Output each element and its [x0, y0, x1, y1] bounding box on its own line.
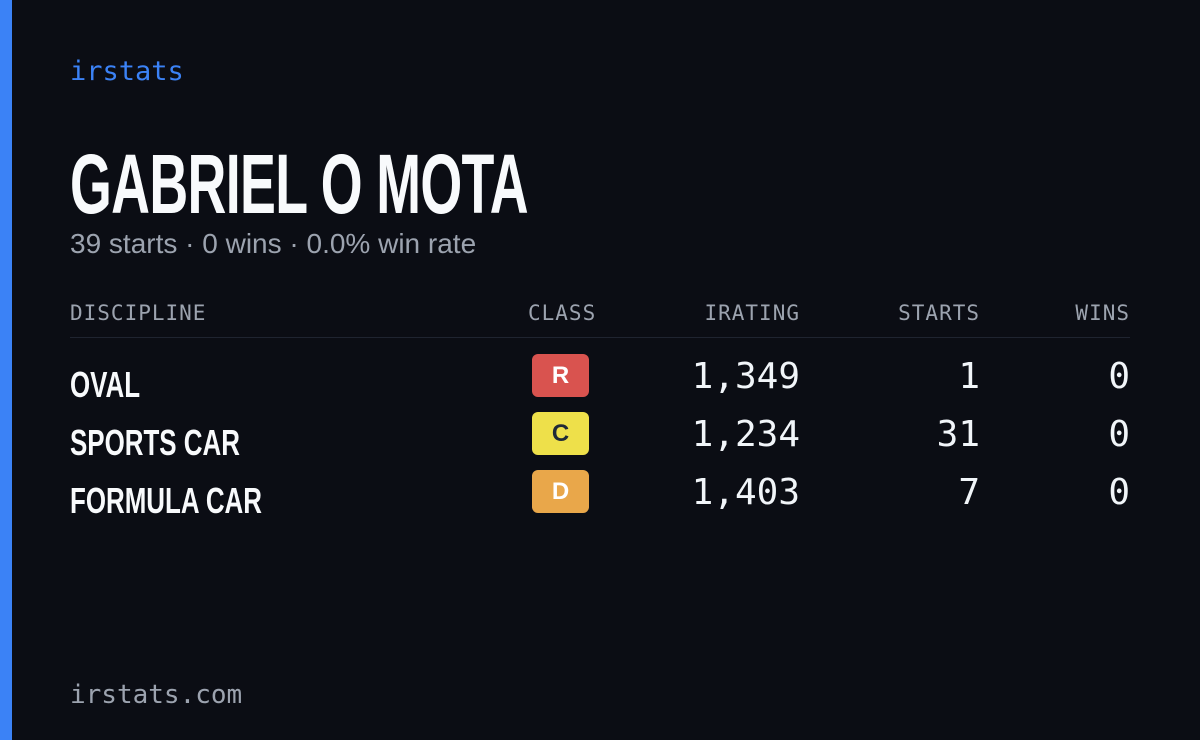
discipline: OVAL: [70, 364, 141, 405]
column-header: CLASS: [528, 301, 597, 325]
footer-url: irstats.com: [70, 680, 243, 710]
irating: 1,349: [691, 356, 800, 397]
class-badge: D: [532, 470, 589, 513]
starts: 7: [958, 472, 980, 513]
class-badge: R: [532, 354, 589, 397]
column-header: STARTS: [898, 301, 980, 325]
irating: 1,234: [691, 414, 800, 455]
player-name: GABRIEL O MOTA: [70, 137, 529, 231]
summary: 39 starts · 0 wins · 0.0% win rate: [70, 228, 477, 259]
wins: 0: [1108, 414, 1130, 455]
brand: irstats: [70, 56, 184, 87]
wins: 0: [1108, 472, 1130, 513]
header-rule: [70, 337, 1130, 338]
column-header: DISCIPLINE: [70, 301, 207, 325]
irating: 1,403: [691, 472, 800, 513]
column-header: IRATING: [704, 301, 800, 325]
discipline: FORMULA CAR: [70, 480, 262, 521]
starts: 1: [958, 356, 980, 397]
class-badge: C: [532, 412, 589, 455]
wins: 0: [1108, 356, 1130, 397]
discipline: SPORTS CAR: [70, 422, 240, 463]
accent-bar: [0, 0, 12, 740]
starts: 31: [936, 414, 980, 455]
column-header: WINS: [1075, 301, 1130, 325]
